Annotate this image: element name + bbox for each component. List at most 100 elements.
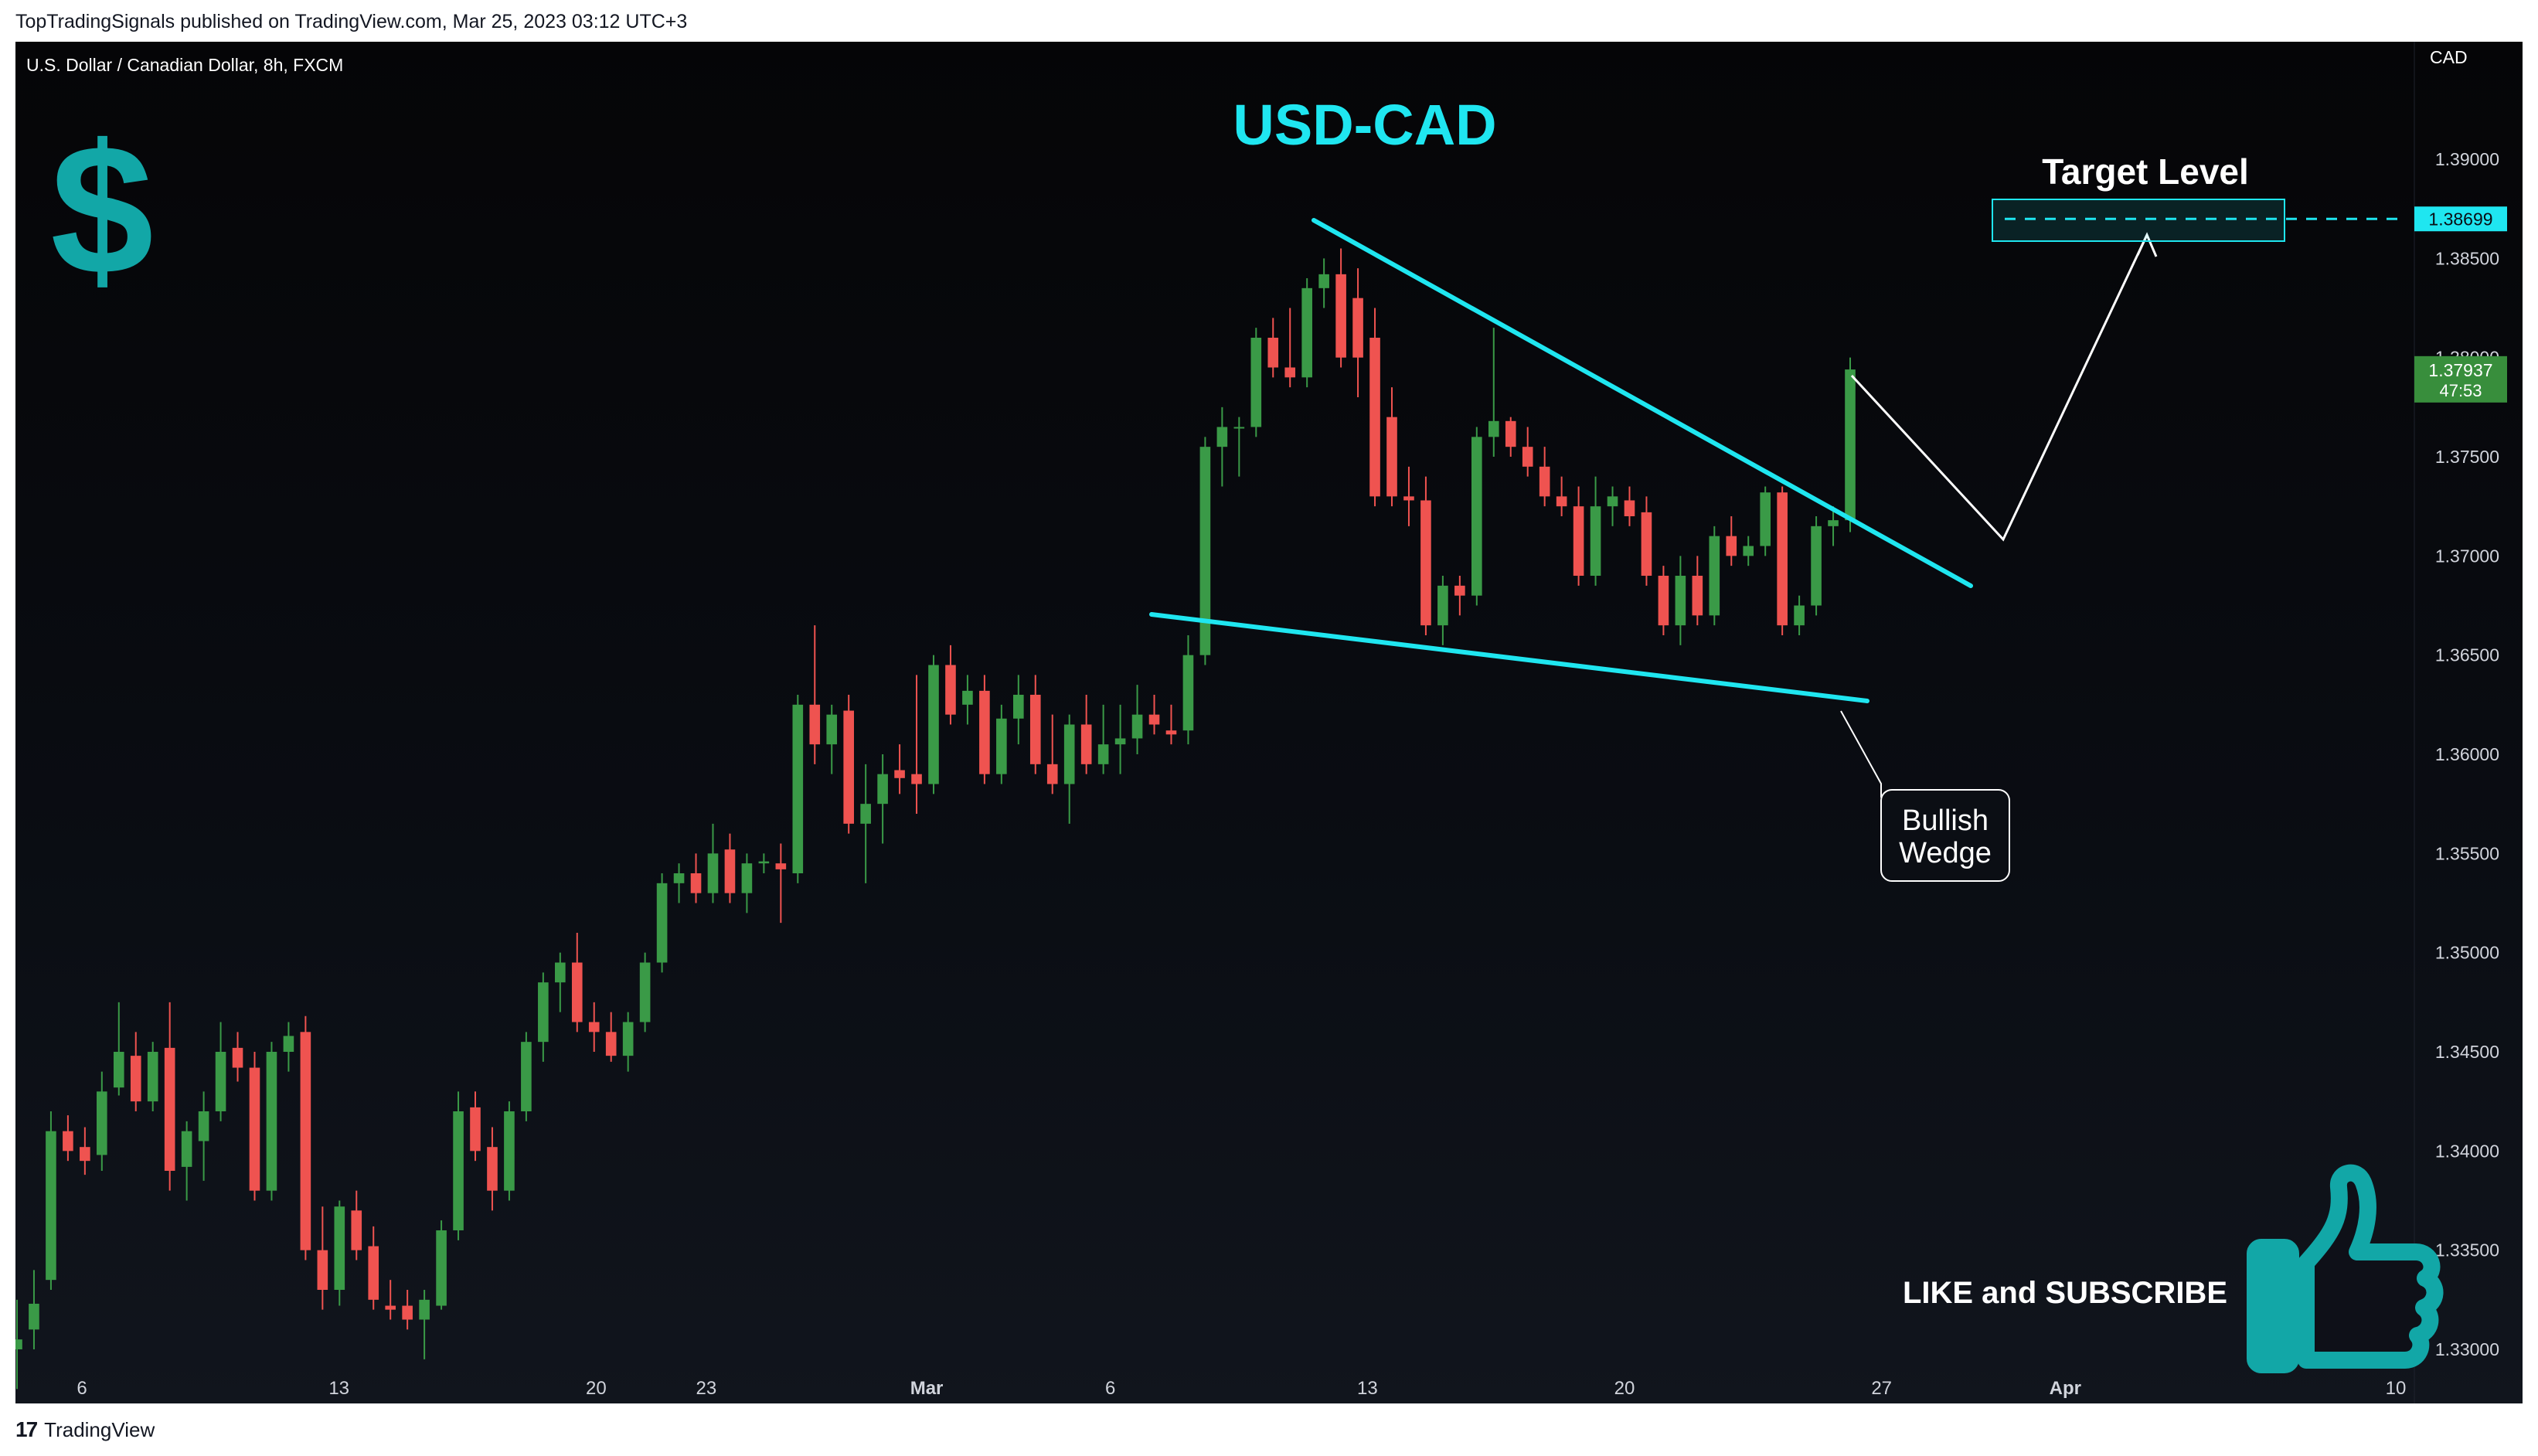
candle[interactable] — [843, 695, 854, 834]
candle[interactable] — [1165, 704, 1177, 745]
candle[interactable] — [1013, 675, 1024, 745]
candle[interactable] — [1352, 268, 1363, 397]
candle[interactable] — [63, 1115, 73, 1162]
candle[interactable] — [724, 833, 736, 903]
candle[interactable] — [147, 1042, 158, 1111]
candle[interactable] — [538, 972, 549, 1062]
candle[interactable] — [283, 1022, 294, 1072]
candle[interactable] — [1046, 714, 1058, 794]
candle[interactable] — [1811, 516, 1822, 616]
candle[interactable] — [1386, 387, 1397, 507]
candle[interactable] — [555, 952, 566, 1012]
candle[interactable] — [46, 1111, 56, 1290]
candle[interactable] — [1590, 476, 1601, 586]
candle[interactable] — [1743, 536, 1754, 566]
candle[interactable] — [1505, 417, 1516, 457]
candle[interactable] — [300, 1015, 311, 1260]
candle[interactable] — [368, 1226, 379, 1310]
candle[interactable] — [1284, 308, 1296, 388]
candle[interactable] — [402, 1290, 413, 1330]
candle[interactable] — [707, 823, 719, 903]
candle[interactable] — [792, 695, 804, 883]
candle[interactable] — [945, 645, 956, 725]
candle[interactable] — [80, 1127, 90, 1175]
candle[interactable] — [453, 1091, 464, 1240]
candle[interactable] — [436, 1220, 447, 1310]
candle[interactable] — [1063, 714, 1075, 824]
candle[interactable] — [97, 1071, 107, 1171]
thumbs-up-icon[interactable] — [2247, 1164, 2444, 1373]
candle[interactable] — [996, 704, 1007, 784]
candle[interactable] — [1760, 486, 1771, 556]
candle[interactable] — [1437, 576, 1448, 645]
candle[interactable] — [1216, 407, 1228, 487]
candle[interactable] — [1182, 635, 1194, 745]
candle[interactable] — [1539, 447, 1550, 507]
candle[interactable] — [487, 1127, 498, 1211]
candle[interactable] — [1318, 258, 1329, 308]
candle[interactable] — [1556, 476, 1567, 516]
candle[interactable] — [317, 1206, 328, 1310]
chart-svg[interactable]: U.S. Dollar / Canadian Dollar, 8h, FXCM … — [15, 42, 2523, 1403]
candle[interactable] — [164, 1002, 175, 1191]
candle[interactable] — [809, 625, 821, 764]
candle[interactable] — [521, 1032, 532, 1121]
candle[interactable] — [1624, 486, 1635, 526]
candle[interactable] — [504, 1101, 515, 1201]
candle[interactable] — [1777, 486, 1788, 636]
candle[interactable] — [826, 704, 838, 774]
candle[interactable] — [894, 744, 905, 794]
candle[interactable] — [1709, 526, 1720, 626]
wedge-lower-line[interactable] — [1149, 612, 1869, 703]
candle[interactable] — [470, 1091, 481, 1162]
candle[interactable] — [29, 1270, 39, 1349]
candle[interactable] — [215, 1022, 226, 1121]
candle[interactable] — [1403, 466, 1414, 526]
chart-panel[interactable]: U.S. Dollar / Canadian Dollar, 8h, FXCM … — [15, 42, 2523, 1403]
candle[interactable] — [232, 1032, 243, 1082]
candle[interactable] — [673, 863, 685, 903]
candle[interactable] — [1080, 695, 1092, 774]
candle[interactable] — [622, 1012, 634, 1072]
candle[interactable] — [334, 1200, 345, 1306]
candle[interactable] — [113, 1002, 124, 1096]
candle[interactable] — [1335, 248, 1346, 368]
wedge-upper-line[interactable] — [1312, 218, 1973, 588]
candle[interactable] — [588, 1002, 600, 1052]
candle[interactable] — [1828, 506, 1839, 546]
candle[interactable] — [1471, 427, 1482, 606]
candle[interactable] — [1726, 516, 1737, 566]
candle[interactable] — [1097, 704, 1109, 774]
projection-path[interactable] — [1850, 234, 2148, 542]
candle[interactable] — [249, 1052, 260, 1201]
candle[interactable] — [860, 764, 871, 883]
candle[interactable] — [962, 675, 973, 725]
candle[interactable] — [1199, 437, 1211, 665]
candle[interactable] — [979, 675, 990, 784]
candle[interactable] — [1488, 328, 1499, 457]
candle[interactable] — [1029, 675, 1041, 774]
candle[interactable] — [656, 873, 668, 973]
candle[interactable] — [15, 1299, 22, 1390]
candle[interactable] — [1250, 328, 1262, 437]
candle[interactable] — [181, 1121, 192, 1201]
candle[interactable] — [130, 1032, 141, 1111]
candle[interactable] — [775, 843, 787, 924]
candle[interactable] — [1692, 556, 1703, 626]
candle[interactable] — [1454, 576, 1465, 616]
candle[interactable] — [605, 1012, 617, 1062]
candle[interactable] — [1301, 278, 1312, 388]
candle[interactable] — [1573, 486, 1584, 586]
candle[interactable] — [1522, 427, 1533, 477]
candle[interactable] — [639, 952, 651, 1032]
bullish-wedge-callout[interactable] — [1880, 789, 2010, 882]
candle[interactable] — [1267, 318, 1279, 378]
candle[interactable] — [198, 1091, 209, 1181]
candle[interactable] — [1148, 695, 1160, 735]
candle[interactable] — [1675, 556, 1686, 645]
candle[interactable] — [266, 1042, 277, 1201]
candle[interactable] — [741, 853, 753, 913]
candle[interactable] — [1131, 685, 1143, 754]
candle[interactable] — [690, 853, 702, 903]
candle[interactable] — [758, 853, 770, 873]
